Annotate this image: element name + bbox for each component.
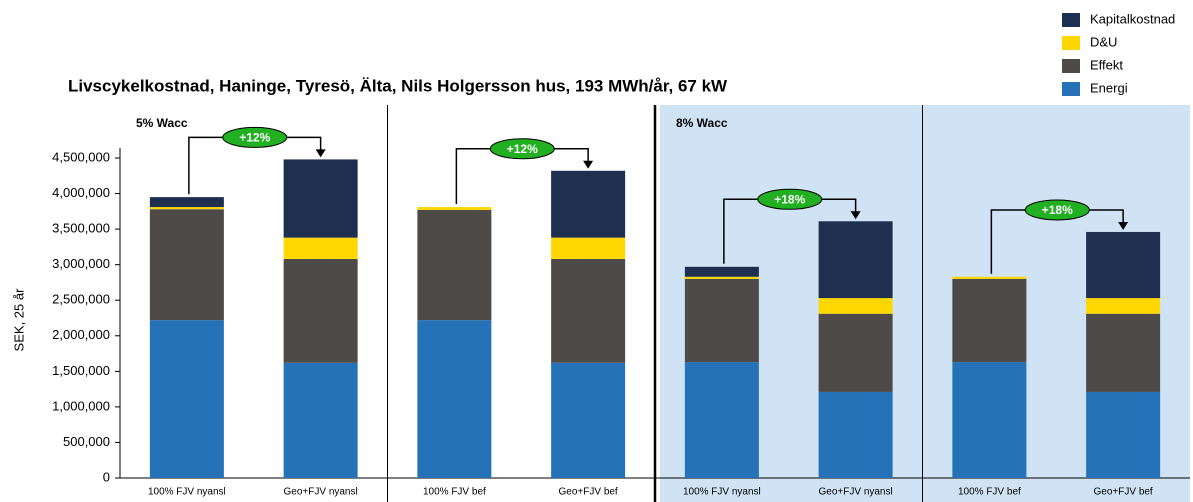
bar-segment (952, 278, 1027, 363)
x-tick-label: Geo+FJV bef (559, 487, 618, 498)
y-tick-label: 1,000,000 (52, 398, 110, 413)
bar-segment (417, 207, 492, 210)
bar-segment (952, 362, 1027, 478)
bar-segment (952, 276, 1027, 279)
panel-label: 8% Wacc (676, 116, 728, 130)
x-tick-label: Geo+FJV bef (1094, 487, 1153, 498)
x-tick-label: Geo+FJV nyansl (819, 487, 893, 498)
bar-segment (417, 209, 492, 321)
bar-segment (684, 276, 759, 279)
bar-segment (551, 258, 626, 363)
y-tick-label: 3,500,000 (52, 221, 110, 236)
bar-segment (1086, 231, 1161, 299)
legend-swatch (1062, 36, 1080, 50)
y-tick-label: 500,000 (63, 434, 110, 449)
legend-swatch (1062, 13, 1080, 27)
x-tick-label: 100% FJV bef (958, 487, 1021, 498)
arrow-head (1118, 221, 1129, 230)
legend-label: Kapitalkostnad (1090, 11, 1175, 26)
bar-segment (149, 207, 224, 210)
x-tick-label: 100% FJV nyansl (683, 487, 761, 498)
y-tick-label: 4,500,000 (52, 149, 110, 164)
bar-segment (1086, 391, 1161, 478)
bar-segment (684, 362, 759, 478)
y-tick-label: 0 (103, 469, 110, 484)
bar-segment (818, 391, 893, 478)
y-tick-label: 2,000,000 (52, 327, 110, 342)
bar-segment (684, 278, 759, 363)
y-tick-label: 2,500,000 (52, 292, 110, 307)
bar-segment (1086, 298, 1161, 314)
bar-segment (283, 237, 358, 259)
bar-segment (551, 362, 626, 478)
bar-segment (149, 197, 224, 208)
y-axis-label: SEK, 25 år (11, 288, 26, 352)
bar-segment (283, 258, 358, 363)
arrow-head (583, 160, 594, 169)
bar-segment (149, 209, 224, 321)
bar-segment (1086, 313, 1161, 392)
y-tick-label: 1,500,000 (52, 363, 110, 378)
y-tick-label: 3,000,000 (52, 256, 110, 271)
arrow-head (315, 149, 326, 158)
change-label: +12% (239, 131, 270, 145)
change-badge (222, 126, 288, 148)
bar-segment (417, 320, 492, 478)
bar-segment (283, 159, 358, 238)
legend-label: D&U (1090, 34, 1117, 49)
change-badge (489, 138, 555, 160)
y-tick-label: 4,000,000 (52, 185, 110, 200)
change-label: +18% (1042, 203, 1073, 217)
bar-segment (149, 320, 224, 478)
change-badge (1024, 199, 1090, 221)
bar-segment (551, 237, 626, 259)
legend-label: Effekt (1090, 57, 1123, 72)
legend-swatch (1062, 82, 1080, 96)
bar-segment (684, 266, 759, 277)
arrow-head (850, 211, 861, 220)
bar-segment (551, 170, 626, 238)
x-tick-label: 100% FJV nyansl (148, 487, 226, 498)
legend-swatch (1062, 59, 1080, 73)
change-label: +18% (774, 192, 805, 206)
legend-label: Energi (1090, 80, 1128, 95)
chart-title: Livscykelkostnad, Haninge, Tyresö, Älta,… (68, 76, 728, 95)
bar-segment (818, 313, 893, 392)
x-tick-label: 100% FJV bef (423, 487, 486, 498)
panel-label: 5% Wacc (136, 116, 188, 130)
change-label: +12% (507, 142, 538, 156)
bar-segment (818, 298, 893, 314)
bar-segment (283, 362, 358, 478)
x-tick-label: Geo+FJV nyansl (284, 487, 358, 498)
change-badge (757, 188, 823, 210)
bar-segment (818, 221, 893, 299)
